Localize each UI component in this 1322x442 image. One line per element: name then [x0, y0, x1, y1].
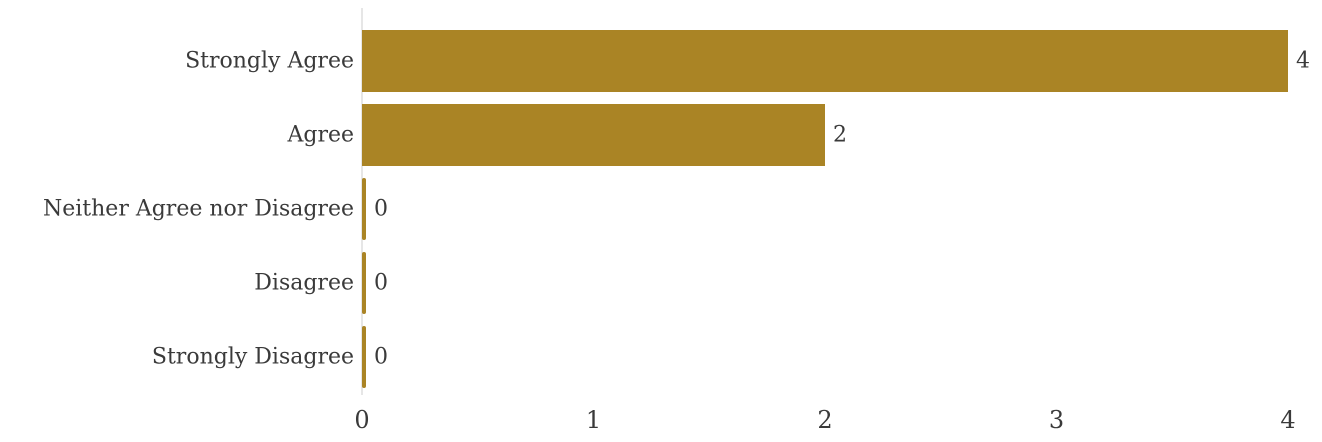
value-labels-group: 4 2 0 0 0: [374, 49, 1310, 370]
bar-strongly-agree: [362, 30, 1288, 92]
category-label: Agree: [286, 123, 354, 148]
x-tick-label: 3: [1049, 406, 1064, 434]
bar-neither-agree-nor-disagree: [362, 178, 366, 240]
value-label: 0: [374, 345, 388, 370]
bar-agree: [362, 104, 825, 166]
bar-strongly-disagree: [362, 326, 366, 388]
value-label: 0: [374, 271, 388, 296]
x-tick-label: 1: [586, 406, 601, 434]
category-label: Strongly Disagree: [152, 345, 354, 370]
x-tick-labels-group: 0 1 2 3 4: [354, 406, 1295, 434]
value-label: 4: [1296, 49, 1310, 74]
bars-group: [362, 30, 1288, 388]
x-tick-label: 2: [817, 406, 832, 434]
category-label: Neither Agree nor Disagree: [43, 197, 354, 222]
category-label: Strongly Agree: [185, 49, 354, 74]
category-labels-group: Strongly Agree Agree Neither Agree nor Dis…: [43, 49, 354, 370]
value-label: 2: [833, 123, 847, 148]
bar-disagree: [362, 252, 366, 314]
category-label: Disagree: [254, 271, 354, 296]
x-tick-label: 0: [354, 406, 369, 434]
value-label: 0: [374, 197, 388, 222]
x-tick-label: 4: [1280, 406, 1295, 434]
